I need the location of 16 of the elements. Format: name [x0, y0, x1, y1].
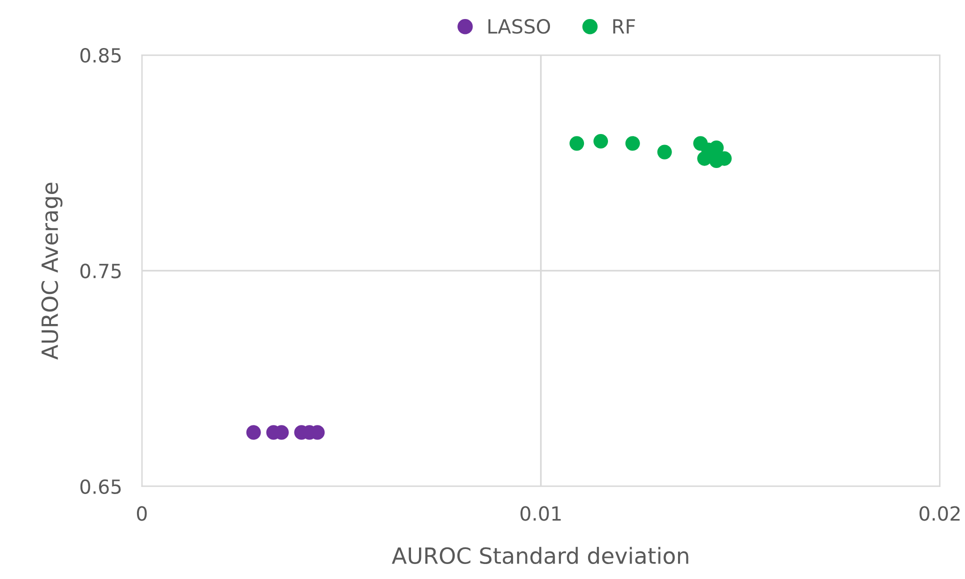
- x-axis-title: AUROC Standard deviation: [392, 546, 688, 564]
- y-tick-label: 0.65: [80, 479, 121, 494]
- y-tick-label: 0.75: [80, 264, 121, 278]
- x-tick-label: 0: [136, 506, 147, 521]
- y-axis-title: AUROC Average: [41, 182, 62, 360]
- x-tick-label: 0.01: [520, 506, 561, 521]
- legend-label: RF: [613, 19, 635, 34]
- point: [246, 425, 261, 440]
- legend-label: LASSO: [488, 19, 550, 34]
- y-tick-label: 0.85: [80, 48, 121, 63]
- point: [593, 134, 608, 149]
- point: [709, 140, 724, 156]
- point: [657, 144, 672, 160]
- x-tick-label: 0.02: [920, 506, 960, 521]
- point: [625, 136, 640, 151]
- point: [570, 136, 584, 151]
